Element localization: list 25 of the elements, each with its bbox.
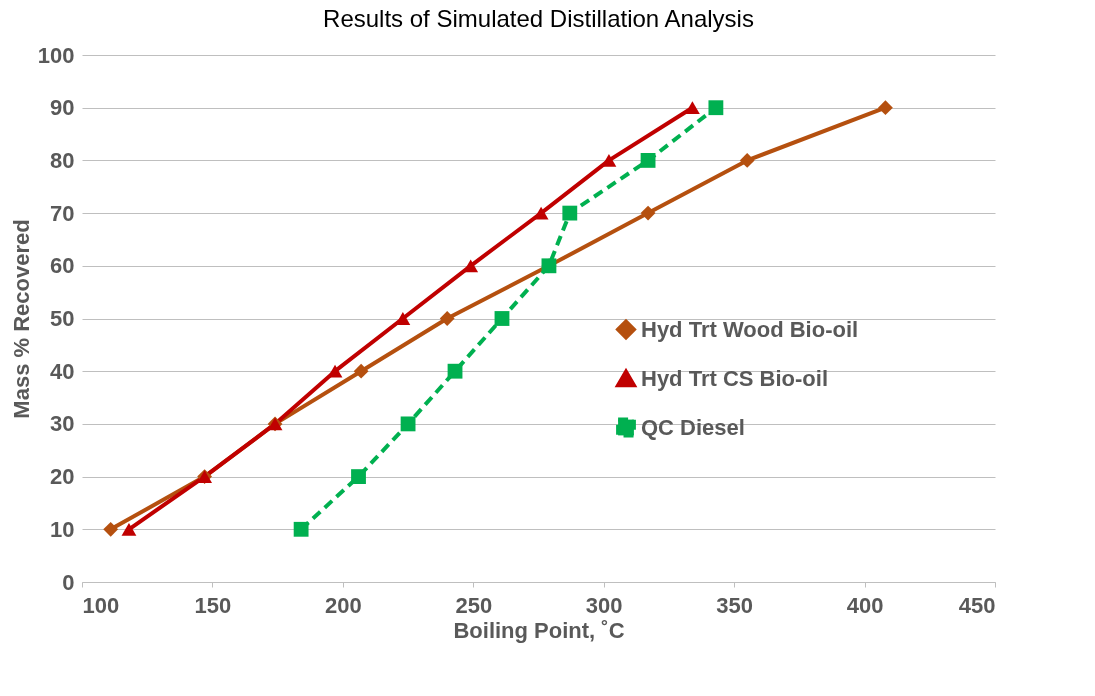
y-tick-label: 70 xyxy=(50,200,75,226)
y-axis-title: Mass % Recovered xyxy=(8,219,34,419)
x-tick-label: 200 xyxy=(325,592,362,618)
legend-label: Hyd Trt CS Bio-oil xyxy=(641,365,828,391)
x-tick-label: 350 xyxy=(716,592,753,618)
legend-label: Hyd Trt Wood Bio-oil xyxy=(641,316,859,342)
y-tick-label: 20 xyxy=(50,464,75,490)
y-tick-label: 0 xyxy=(62,569,75,595)
chart-title: Results of Simulated Distillation Analysis xyxy=(323,5,754,32)
x-tick-label: 250 xyxy=(455,592,493,618)
x-tick-label: 450 xyxy=(958,592,996,618)
x-tick-label: 400 xyxy=(846,592,884,618)
legend-label: QC Diesel xyxy=(641,414,745,440)
y-tick-label: 50 xyxy=(50,306,75,331)
y-tick-label: 100 xyxy=(37,42,75,68)
y-tick-label: 60 xyxy=(50,253,75,279)
y-tick-label: 40 xyxy=(50,358,75,384)
y-tick-label: 30 xyxy=(50,411,75,437)
x-tick-label: 300 xyxy=(585,592,623,618)
y-tick-label: 80 xyxy=(50,147,75,173)
x-tick-label: 150 xyxy=(194,592,232,618)
x-tick-label: 100 xyxy=(82,592,120,618)
y-tick-label: 10 xyxy=(50,516,75,542)
y-tick-label: 90 xyxy=(50,95,75,121)
x-axis-title: Boiling Point, ˚C xyxy=(453,617,625,643)
